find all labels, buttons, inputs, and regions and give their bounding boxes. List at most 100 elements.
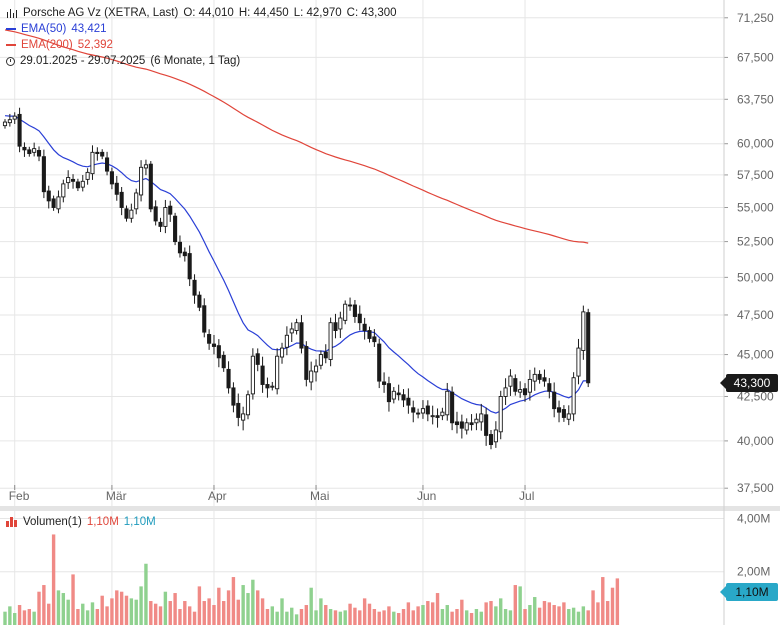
- volume-bar: [294, 614, 299, 625]
- volume-bar: [450, 611, 454, 625]
- volume-bar: [27, 609, 31, 625]
- candle-body: [498, 396, 503, 433]
- volume-bar: [153, 603, 158, 625]
- volume-bar: [426, 601, 430, 625]
- x-tick-label: Apr: [208, 489, 227, 503]
- range-row: 29.01.2025 - 29.07.2025 (6 Monate, 1 Tag…: [6, 53, 402, 69]
- candle-body: [226, 368, 231, 389]
- volume-bar: [430, 602, 435, 625]
- candle-body: [70, 178, 76, 182]
- volume-bar: [411, 610, 415, 625]
- y-tick-label: 52,500: [737, 235, 774, 249]
- volume-bar: [8, 606, 12, 625]
- candle-body: [250, 355, 255, 395]
- volume-bar: [513, 585, 517, 625]
- candle-body: [474, 418, 479, 424]
- volume-bar: [66, 599, 70, 625]
- candle-body: [143, 164, 148, 169]
- candle-body: [270, 385, 275, 388]
- ema200-value: 52,392: [77, 39, 113, 51]
- volume-bar: [328, 609, 333, 625]
- volume-bar: [484, 602, 488, 625]
- volume-bar: [95, 609, 100, 625]
- candle-body: [318, 354, 323, 366]
- volume-bar: [280, 598, 284, 625]
- candle-body: [168, 205, 173, 215]
- volume-bar: [547, 602, 552, 625]
- candle-body: [61, 183, 66, 198]
- ema50-legend[interactable]: EMA(50) 43,421: [6, 21, 402, 37]
- candle-body: [153, 206, 158, 222]
- candle-body: [435, 415, 440, 418]
- candle-body: [382, 381, 387, 385]
- y-tick-label: 63,750: [737, 92, 774, 106]
- candle-body: [124, 208, 129, 219]
- volume-bar: [586, 610, 590, 625]
- candle-body: [343, 303, 348, 321]
- volume-bar: [567, 609, 571, 625]
- candle-body: [396, 392, 401, 396]
- candle-body: [211, 343, 217, 347]
- volume-bar: [440, 609, 445, 625]
- volume-bar: [508, 610, 513, 625]
- candle-body: [527, 378, 532, 393]
- candle-body: [158, 221, 163, 227]
- volume-bar: [32, 611, 36, 625]
- candle-body: [406, 397, 411, 406]
- volume-bar: [47, 603, 51, 625]
- volume-bar: [469, 613, 474, 625]
- volume-bar: [610, 587, 615, 625]
- candle-body: [236, 402, 241, 418]
- candle-body: [488, 434, 494, 446]
- volume-bar: [129, 598, 134, 625]
- volume-bar: [552, 605, 556, 625]
- candle-body: [75, 181, 80, 189]
- clock-icon: [6, 56, 15, 66]
- candle-body: [66, 177, 71, 184]
- volume-bar: [324, 605, 328, 625]
- y-tick-label: 57,500: [737, 168, 774, 182]
- y-tick-label: 42,500: [737, 389, 774, 403]
- ema200-legend[interactable]: EMA(200) 52,392: [6, 37, 402, 53]
- volume-bar: [260, 598, 265, 625]
- candle-body: [275, 355, 280, 390]
- high-value: H: 44,450: [238, 7, 289, 19]
- volume-bar: [51, 534, 56, 625]
- volume-bar: [236, 599, 240, 625]
- volume-bar: [299, 609, 304, 625]
- volume-bar: [192, 611, 197, 625]
- volume-bar: [537, 607, 542, 625]
- candle-body: [2, 121, 8, 127]
- volume-bar: [61, 593, 66, 625]
- candle-body: [12, 115, 17, 120]
- volume-bar: [256, 590, 260, 625]
- candle-body: [129, 209, 134, 219]
- candle-body: [357, 313, 362, 324]
- candle-body: [328, 322, 333, 360]
- candle-body: [231, 387, 236, 406]
- ema50-value: 43,421: [71, 23, 107, 35]
- volume-bar: [406, 602, 411, 625]
- candle-body: [95, 151, 100, 155]
- candle-body: [420, 408, 426, 414]
- candle-body: [46, 190, 51, 202]
- candle-body: [586, 312, 591, 384]
- volume-bar: [401, 609, 406, 625]
- volume-bar: [445, 605, 449, 625]
- candle-body: [241, 413, 246, 421]
- volume-bar: [562, 602, 566, 625]
- candle-body: [216, 345, 221, 359]
- volume-bar: [528, 605, 532, 625]
- volume-bar: [605, 601, 610, 625]
- volume-bar: [479, 611, 483, 625]
- instrument-row: Porsche AG Vz (XETRA, Last) O: 44,010 H:…: [6, 5, 402, 21]
- volume-bar: [348, 603, 352, 625]
- volume-bar: [362, 598, 367, 625]
- x-tick-label: Mär: [106, 489, 127, 503]
- y-tick-label: 47,500: [737, 308, 774, 322]
- volume-bar: [557, 606, 561, 625]
- candle-body: [7, 119, 12, 124]
- volume-bar: [499, 598, 503, 625]
